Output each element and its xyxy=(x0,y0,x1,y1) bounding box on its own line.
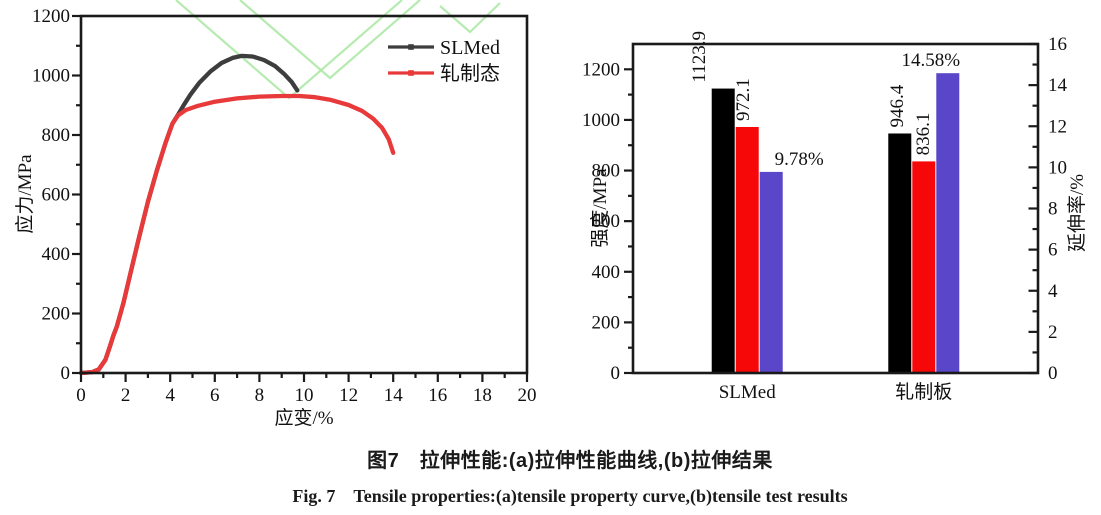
bar-轧制板-0 xyxy=(888,133,912,373)
caption-english: Fig. 7 Tensile properties:(a)tensile pro… xyxy=(292,486,848,506)
bar-SLMed-0 xyxy=(711,88,735,374)
y-tick-label: 1000 xyxy=(32,66,70,87)
x-axis-title-strain: 应变/% xyxy=(274,407,333,429)
plot-frame-b xyxy=(631,42,1040,375)
y-tick-label: 0 xyxy=(61,363,71,384)
right-tick-label: 16 xyxy=(1048,34,1067,55)
right-tick-label: 0 xyxy=(1048,363,1058,384)
left-tick-label: 1000 xyxy=(582,110,620,131)
right-tick-label: 10 xyxy=(1048,157,1067,178)
category-label-0: SLMed xyxy=(719,382,777,403)
bar-SLMed-1 xyxy=(735,126,759,374)
x-tick-label: 18 xyxy=(473,385,492,406)
right-axis-title-elongation: 延伸率/% xyxy=(1066,174,1088,252)
bar-value-label: 14.58% xyxy=(902,50,961,71)
y-tick-label: 200 xyxy=(42,304,71,325)
right-tick-label: 4 xyxy=(1048,281,1058,302)
bar-value-label: 836.1 xyxy=(913,113,934,156)
plot-frame-a xyxy=(79,14,529,375)
right-tick-label: 2 xyxy=(1048,322,1058,343)
legend-label-rolled: 轧制态 xyxy=(440,62,500,85)
y-axis-title-stress: 应力/MPa xyxy=(14,154,36,234)
y-tick-label: 400 xyxy=(42,244,71,265)
bar-SLMed-2 xyxy=(759,171,783,373)
x-tick-label: 6 xyxy=(210,385,220,406)
axes-b: 0 200 400 600 800 1000 1200 0 2 4 6 8 10 12 14 16 xyxy=(582,34,1068,384)
legend-marker-square xyxy=(408,44,414,50)
y-tick-label: 600 xyxy=(42,185,71,206)
right-tick-label: 12 xyxy=(1048,116,1067,137)
series-curve-rolled xyxy=(78,93,396,376)
left-tick-label: 200 xyxy=(592,312,621,333)
left-tick-label: 800 xyxy=(592,161,621,182)
legend-label-slmed: SLMed xyxy=(440,37,500,59)
legend: SLMed 轧制态 xyxy=(388,37,500,85)
legend-marker-square xyxy=(408,70,414,76)
bar-value-label: 972.1 xyxy=(733,78,754,121)
x-tick-label: 14 xyxy=(384,385,404,406)
bar-轧制板-2 xyxy=(936,73,960,373)
category-label-1: 轧制板 xyxy=(895,381,952,403)
right-tick-label: 6 xyxy=(1048,240,1058,261)
caption-chinese: 图7 拉伸性能:(a)拉伸性能曲线,(b)拉伸结果 xyxy=(367,450,773,472)
left-tick-label: 0 xyxy=(611,363,621,384)
bar-value-label: 1123.9 xyxy=(689,31,710,83)
curve-series xyxy=(78,53,396,376)
series-curve-slmed xyxy=(78,53,300,376)
y-tick-label: 800 xyxy=(42,125,71,146)
x-tick-label: 2 xyxy=(121,385,131,406)
left-axis-title-strength: 强度/MPa xyxy=(589,168,611,248)
left-tick-label: 600 xyxy=(592,211,621,232)
x-tick-label: 4 xyxy=(165,385,175,406)
x-tick-label: 0 xyxy=(76,385,86,406)
x-tick-label: 12 xyxy=(339,385,358,406)
bar-value-label: 946.4 xyxy=(887,84,908,127)
x-tick-label: 10 xyxy=(295,385,314,406)
stress-strain-chart: 0 2 4 6 8 10 12 14 16 18 20020040060080010001200应变… xyxy=(14,0,537,429)
x-tick-label: 16 xyxy=(428,385,447,406)
left-tick-label: 400 xyxy=(592,262,621,283)
bar-轧制板-1 xyxy=(912,161,936,373)
x-tick-label: 20 xyxy=(518,385,537,406)
x-tick-label: 8 xyxy=(255,385,265,406)
y-tick-label: 1200 xyxy=(32,6,70,27)
bar-value-label: 9.78% xyxy=(775,149,824,170)
right-tick-label: 14 xyxy=(1048,75,1068,96)
left-tick-label: 1200 xyxy=(582,59,620,80)
right-tick-label: 8 xyxy=(1048,199,1058,220)
